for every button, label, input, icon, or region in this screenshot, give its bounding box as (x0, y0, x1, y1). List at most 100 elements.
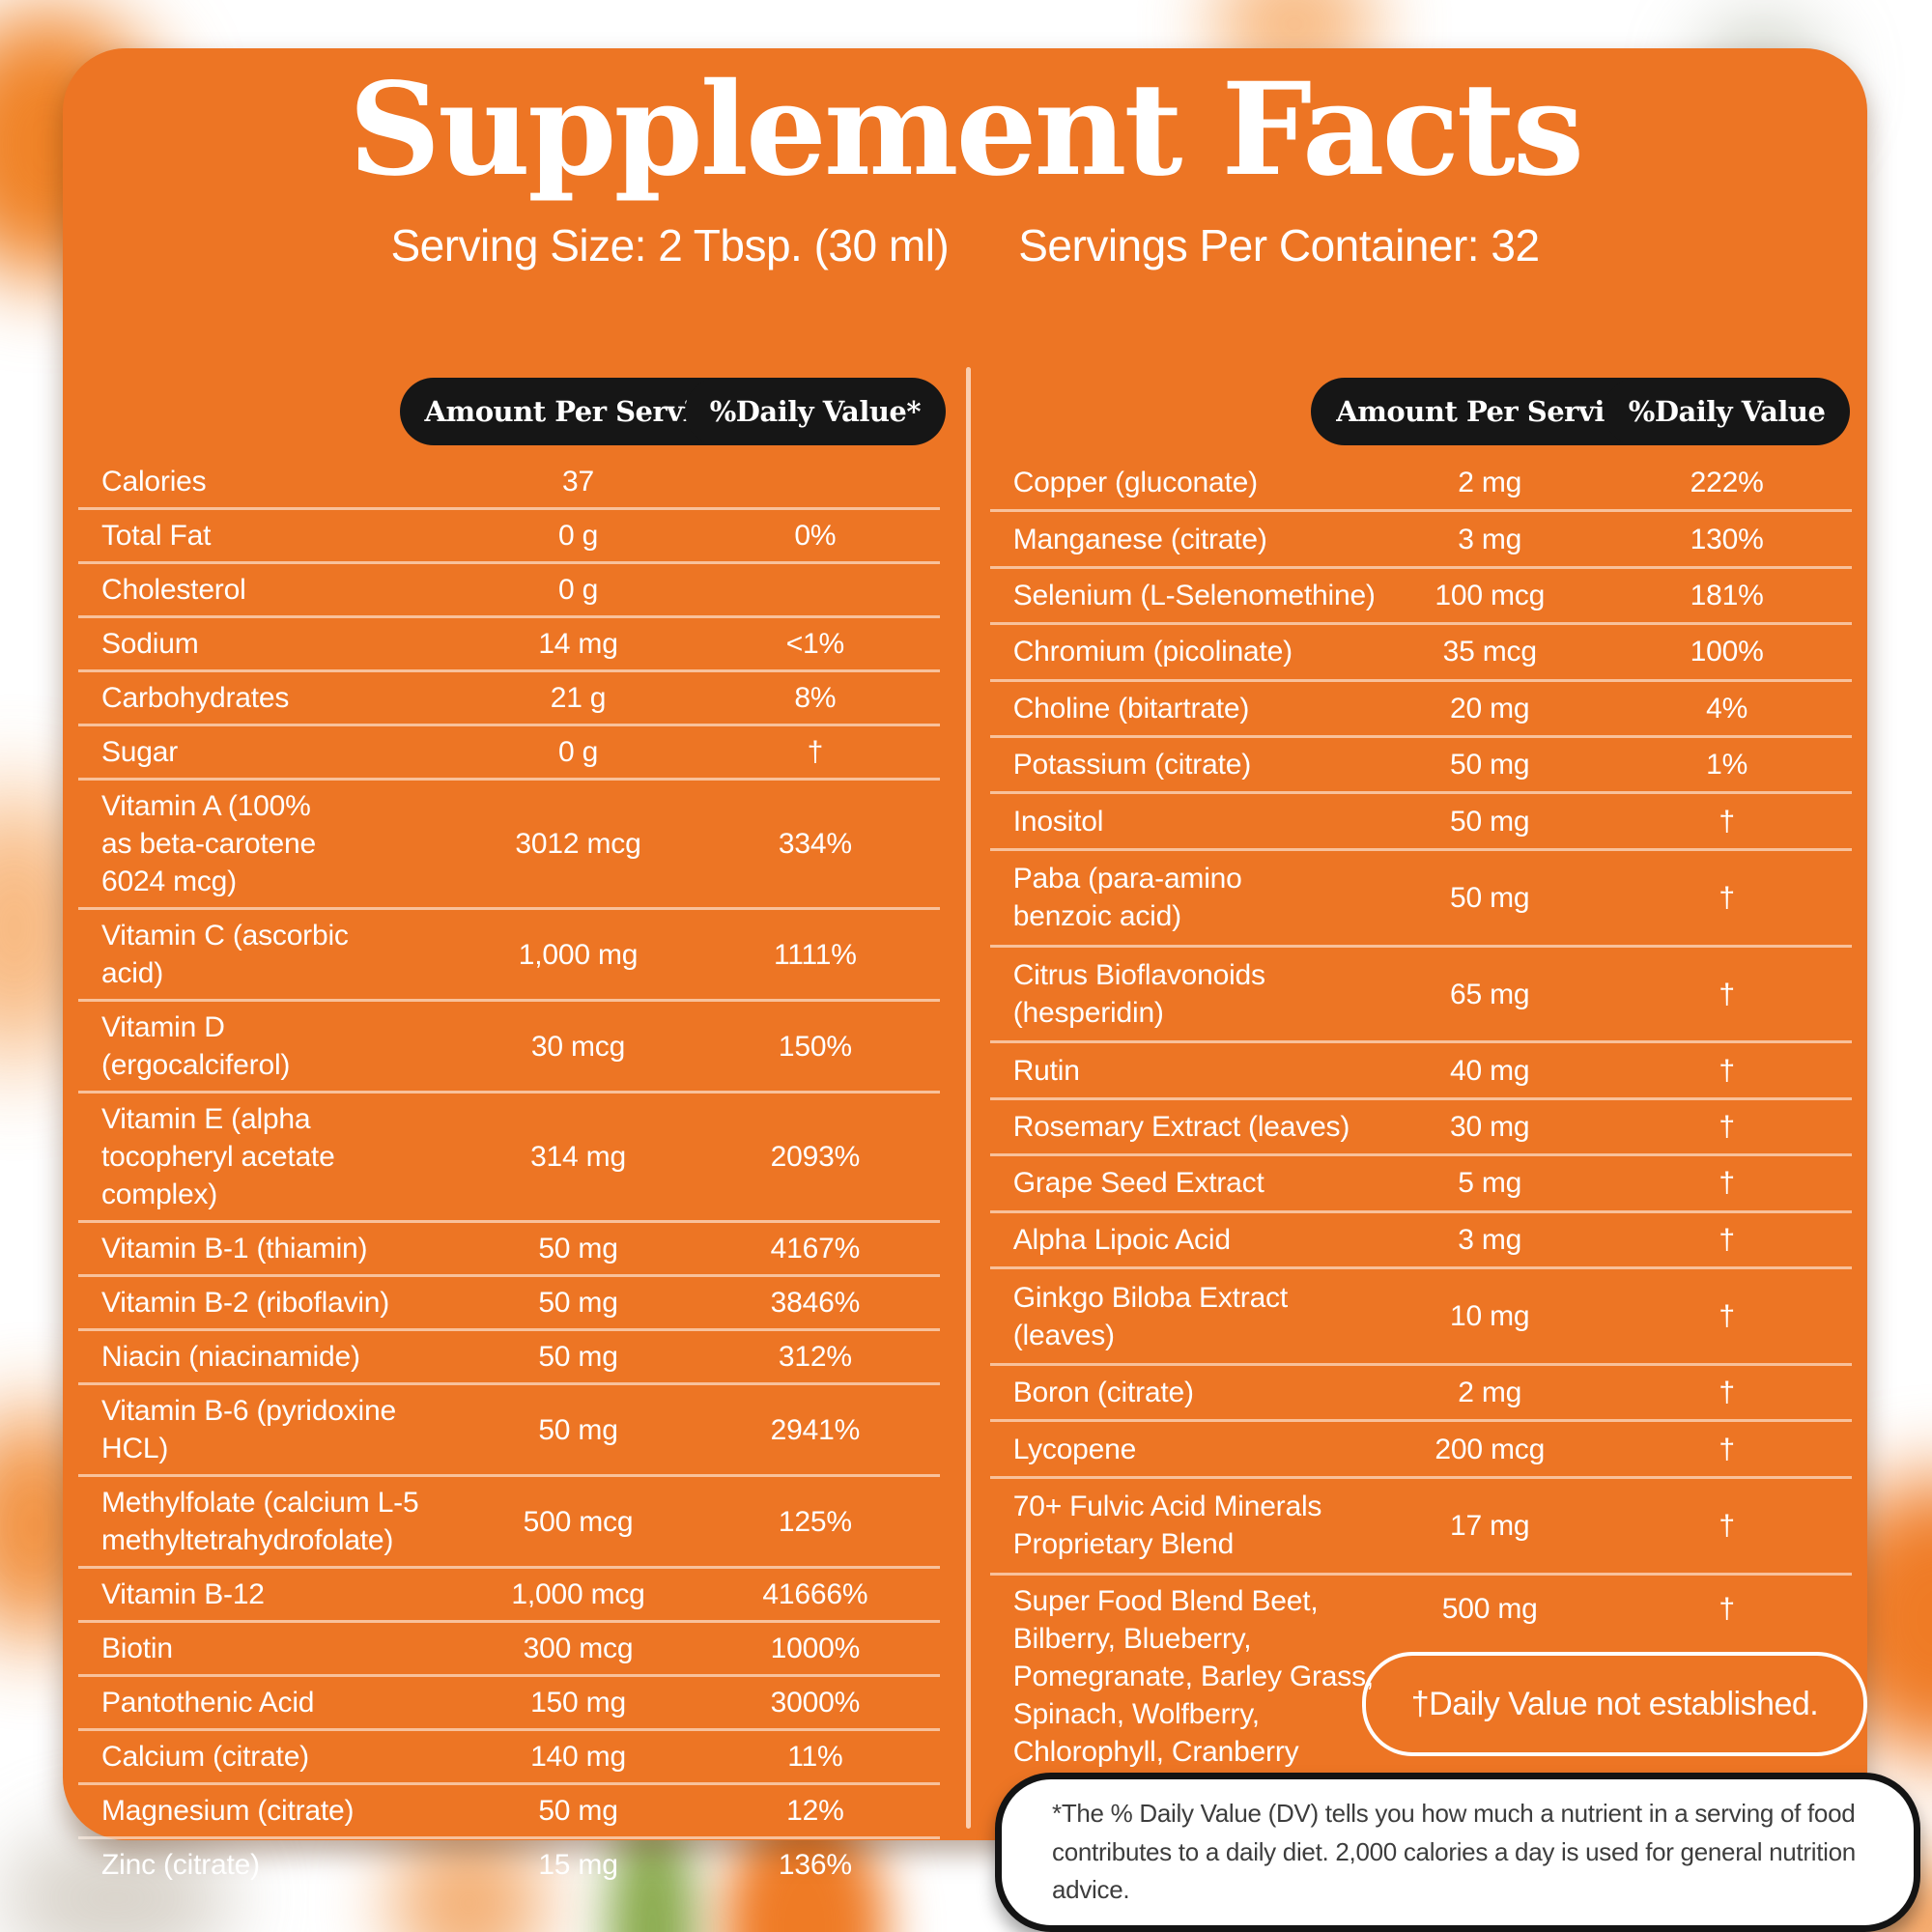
nutrient-label: Ginkgo Biloba Extract (leaves) (1012, 1281, 1288, 1351)
table-row: Choline (bitartrate) 20 mg 4% (989, 678, 1852, 735)
nutrient-amount: 0 g (557, 574, 599, 606)
nutrient-label: Methylfolate (calcium L-5 methyltetrahyd… (101, 1487, 419, 1556)
nutrient-daily-value: 2941% (770, 1413, 861, 1446)
table-row: Vitamin D (ergocalciferol) 30 mcg 150% (78, 999, 941, 1091)
nutrient-amount: 0 g (557, 520, 599, 552)
nutrient-daily-value: 136% (778, 1849, 852, 1881)
table-header-row: Amount Per Serving %Daily Value* (78, 367, 947, 456)
nutrient-amount: 21 g (550, 682, 607, 714)
nutrient-label: Copper (gluconate) (1012, 467, 1258, 499)
nutrient-amount: 0 g (557, 736, 599, 768)
nutrient-label: Alpha Lipoic Acid (1012, 1223, 1231, 1256)
nutrient-daily-value: 4% (1706, 692, 1748, 724)
table-row: Copper (gluconate) 2 mg 222% (990, 456, 1852, 509)
nutrient-amount: 3 mg (1458, 523, 1522, 555)
nutrient-label: Pantothenic Acid (101, 1687, 315, 1719)
nutrient-daily-value: † (1719, 1433, 1735, 1465)
nutrient-daily-value: 3000% (770, 1687, 861, 1719)
table-row: Vitamin B-2 (riboflavin) 50 mg 3846% (78, 1274, 941, 1328)
nutrient-label: Cholesterol (101, 574, 246, 606)
nutrient-daily-value: † (1719, 1054, 1735, 1087)
nutrient-label: Inositol (1012, 805, 1104, 838)
table-row: Zinc (citrate) 15 mg 136% (78, 1836, 941, 1890)
nutrient-daily-value: 312% (778, 1341, 852, 1373)
nutrient-daily-value: 222% (1690, 467, 1764, 499)
table-row: Grape Seed Extract 5 mg † (989, 1153, 1852, 1209)
nutrient-daily-value: † (1719, 1223, 1735, 1256)
nutrient-label: Chromium (picolinate) (1012, 636, 1293, 668)
nutrient-amount: 1,000 mcg (511, 1578, 645, 1610)
daily-value-header: %Daily Value (1603, 378, 1851, 445)
table-row: Total Fat 0 g 0% (78, 507, 941, 561)
nutrient-label: Magnesium (citrate) (101, 1795, 355, 1827)
nutrient-amount: 50 mg (1450, 749, 1530, 781)
nutrient-amount: 50 mg (1450, 881, 1530, 914)
table-row: Magnesium (citrate) 50 mg 12% (78, 1782, 941, 1836)
nutrition-table-left: Amount Per Serving %Daily Value* Calorie… (78, 367, 947, 1881)
nutrient-label: Citrus Bioflavonoids (hesperidin) (1012, 959, 1265, 1030)
nutrient-daily-value: 334% (778, 828, 852, 860)
nutrient-amount: 3012 mcg (515, 828, 641, 860)
nutrient-daily-value: † (1719, 1167, 1735, 1200)
table-row: Vitamin C (ascorbic acid) 1,000 mg 1111% (78, 907, 941, 999)
nutrient-label: Vitamin E (alpha tocopheryl acetate comp… (101, 1103, 335, 1210)
nutrient-amount: 500 mcg (523, 1505, 634, 1538)
nutrient-amount: 314 mg (530, 1141, 626, 1173)
table-row: Vitamin A (100% as beta-carotene 6024 mc… (78, 778, 941, 907)
table-row: Selenium (L-Selenomethine) 100 mcg 181% (989, 565, 1852, 622)
table-header-row: Amount Per Serving %Daily Value (990, 367, 1852, 456)
nutrient-amount: 65 mg (1450, 978, 1530, 1010)
nutrient-label: Paba (para-amino benzoic acid) (1012, 863, 1242, 933)
nutrient-daily-value: 130% (1690, 523, 1764, 555)
nutrient-daily-value: 8% (794, 682, 837, 714)
nutrient-label: Biotin (101, 1633, 173, 1664)
nutrient-amount: 30 mcg (530, 1030, 626, 1063)
nutrient-amount: 300 mcg (523, 1633, 634, 1664)
nutrient-amount: 30 mg (1450, 1111, 1530, 1144)
table-row: Carbohydrates 21 g 8% (78, 669, 941, 724)
daily-value-header: %Daily Value* (684, 378, 947, 445)
nutrient-daily-value: 4167% (770, 1233, 861, 1264)
table-row: Manganese (citrate) 3 mg 130% (989, 509, 1852, 565)
nutrient-label: Vitamin B-6 (pyridoxine HCL) (101, 1395, 396, 1464)
table-row: Vitamin B-12 1,000 mcg 41666% (78, 1566, 941, 1620)
nutrient-amount: 1,000 mg (518, 938, 639, 971)
nutrition-tables: Amount Per Serving %Daily Value* Calorie… (78, 367, 1852, 1881)
table-row: Alpha Lipoic Acid 3 mg † (989, 1209, 1852, 1266)
nutrient-amount: 50 mg (538, 1233, 618, 1264)
table-row: 70+ Fulvic Acid Minerals Proprietary Ble… (989, 1475, 1852, 1573)
nutrient-daily-value: 181% (1690, 580, 1764, 612)
nutrient-label: Grape Seed Extract (1012, 1167, 1264, 1200)
nutrient-amount: 50 mg (538, 1413, 618, 1446)
serving-info: Serving Size: 2 Tbsp. (30 ml) Servings P… (63, 219, 1867, 271)
nutrient-label: 70+ Fulvic Acid Minerals Proprietary Ble… (1012, 1491, 1322, 1561)
supplement-facts-panel: Supplement Facts Serving Size: 2 Tbsp. (… (63, 48, 1867, 1881)
nutrient-amount: 37 (562, 466, 594, 497)
nutrient-daily-value: † (1719, 1111, 1735, 1144)
nutrient-daily-value: 1% (1706, 749, 1748, 781)
table-row: Vitamin B-6 (pyridoxine HCL) 50 mg 2941% (78, 1382, 941, 1474)
nutrient-amount: 35 mcg (1442, 636, 1537, 668)
nutrient-label: Vitamin D (ergocalciferol) (101, 1011, 291, 1081)
nutrient-label: Niacin (niacinamide) (101, 1341, 360, 1373)
nutrient-label: Sugar (101, 736, 179, 768)
nutrient-label: Vitamin A (100% as beta-carotene 6024 mc… (101, 790, 316, 897)
table-row: Biotin 300 mcg 1000% (78, 1620, 941, 1674)
table-row: Lycopene 200 mcg † (989, 1419, 1852, 1475)
nutrient-label: Selenium (L-Selenomethine) (1012, 580, 1376, 612)
table-row: Rutin 40 mg † (989, 1040, 1852, 1096)
nutrient-daily-value: 1000% (770, 1633, 861, 1664)
nutrient-label: Calcium (citrate) (101, 1741, 309, 1773)
nutrient-daily-value: 0% (794, 520, 837, 552)
nutrient-daily-value: † (1719, 805, 1735, 838)
nutrient-daily-value: 125% (778, 1505, 852, 1538)
column-divider (966, 367, 971, 1829)
nutrient-label: Carbohydrates (101, 682, 290, 714)
nutrient-label: Sodium (101, 628, 199, 660)
nutrient-label: Total Fat (101, 520, 212, 552)
nutrient-amount: 3 mg (1458, 1223, 1522, 1256)
nutrient-label: Rosemary Extract (leaves) (1012, 1111, 1350, 1144)
nutrient-label: Calories (101, 466, 207, 497)
page-title: Supplement Facts (348, 55, 1584, 205)
table-row: Pantothenic Acid 150 mg 3000% (78, 1674, 941, 1728)
